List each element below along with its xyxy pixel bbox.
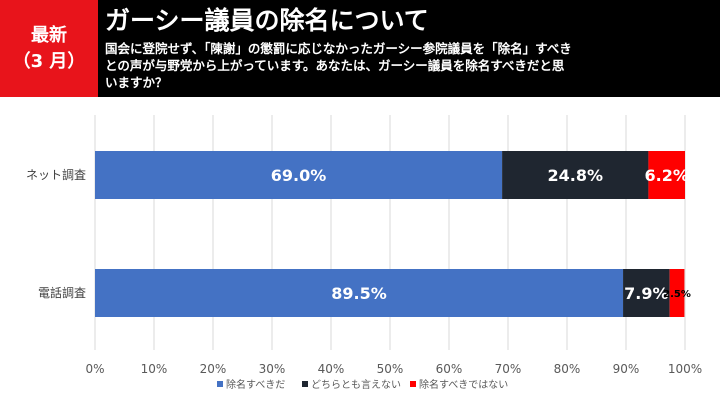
x-tick-label: 30%: [259, 362, 286, 376]
bar-segment: [648, 151, 685, 199]
x-tick-label: 90%: [613, 362, 640, 376]
survey-question: 国会に登院せず、「陳謝」の懲罰に応じなかったガーシー参院議員を「除名」すべきとの…: [105, 41, 572, 90]
x-tick-label: 70%: [495, 362, 522, 376]
legend-label: 除名すべきだ: [226, 378, 285, 391]
legend-swatch: [302, 381, 308, 387]
bar-data-labels: 69.0% 24.8% 6.2% 89.5% 7.9%2.5%: [271, 166, 691, 303]
bar-data-label: 2.5%: [663, 289, 691, 300]
bar-segment: [669, 269, 685, 317]
header-banner: 最新 （3 月） ガーシー議員の除名について 国会に登院せず、「陳謝」の懲罰に応…: [0, 0, 720, 97]
tag-line-2: （3 月）: [12, 50, 86, 72]
bar-data-label: 24.8%: [548, 166, 604, 185]
x-tick-labels: 0% 10% 20% 30% 40% 50% 60% 70% 80% 90% 100%: [85, 362, 702, 376]
latest-tag: 最新 （3 月）: [0, 0, 98, 97]
x-tick-label: 10%: [141, 362, 168, 376]
legend-swatch: [217, 381, 223, 387]
x-tick-label: 60%: [436, 362, 463, 376]
page-title: ガーシー議員の除名について: [105, 6, 429, 35]
legend-label: どちらとも言えない: [311, 378, 401, 391]
legend-swatch: [410, 381, 416, 387]
x-tick-label: 80%: [554, 362, 581, 376]
chart-legend: 除名すべきだ どちらとも言えない 除名すべきではない: [217, 378, 508, 391]
x-tick-label: 100%: [668, 362, 702, 376]
bar-segment: [502, 151, 649, 199]
bar-data-label: 6.2%: [645, 166, 689, 185]
legend-label: 除名すべきではない: [419, 378, 508, 391]
x-tick-label: 20%: [200, 362, 227, 376]
x-tick-label: 0%: [85, 362, 104, 376]
category-label: 電話調査: [38, 285, 86, 300]
bar-segment: [623, 269, 670, 317]
bar-data-label: 7.9%: [624, 284, 668, 303]
bar-segment: [95, 269, 624, 317]
tag-line-1: 最新: [31, 24, 67, 46]
category-label: ネット調査: [26, 168, 86, 182]
x-tick-label: 50%: [377, 362, 404, 376]
bar-data-label: 89.5%: [331, 284, 387, 303]
x-tick-label: 40%: [318, 362, 345, 376]
bar-data-label: 69.0%: [271, 166, 327, 185]
bar-series: [95, 151, 685, 317]
stacked-bar-chart: 0% 10% 20% 30% 40% 50% 60% 70% 80% 90% 100% ネット調査電…: [26, 115, 702, 391]
bar-segment: [95, 151, 503, 199]
